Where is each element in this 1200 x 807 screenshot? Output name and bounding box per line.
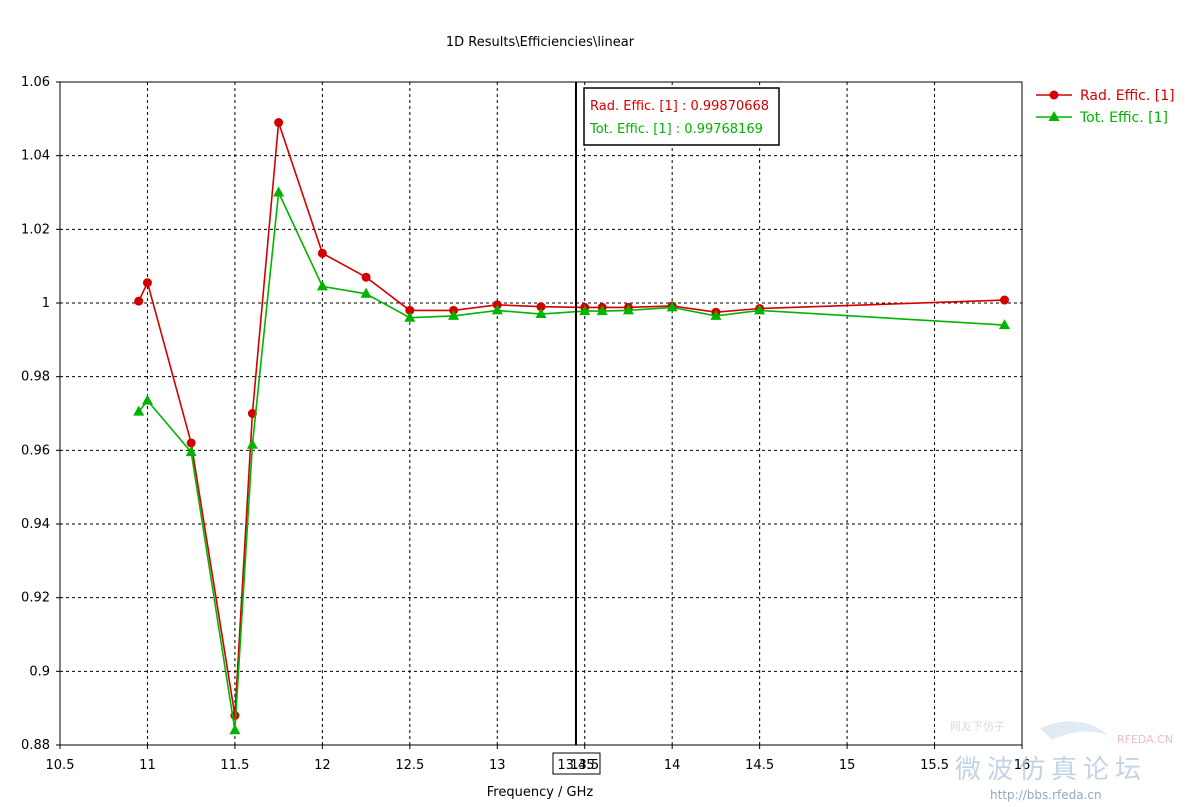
series-layer xyxy=(133,118,1011,735)
marker-readout-box xyxy=(583,87,780,146)
marker-x-label: 13.45 xyxy=(557,758,594,773)
y-tick-label: 1.06 xyxy=(21,75,50,90)
data-point xyxy=(141,394,153,405)
y-axis-ticks: 0.88 0.9 0.92 0.94 0.96 0.98 1 1.02 1.04 1.06 xyxy=(21,75,60,753)
legend: Rad. Effic. [1] Tot. Effic. [1] xyxy=(1036,88,1175,126)
legend-label-tot: Tot. Effic. [1] xyxy=(1079,110,1168,126)
series-rad-effic xyxy=(134,118,1010,721)
series-tot-effic xyxy=(133,186,1011,735)
marker-readout-tot: Tot. Effic. [1] : 0.99768169 xyxy=(589,122,763,137)
data-point xyxy=(405,305,415,315)
y-tick-label: 0.96 xyxy=(21,443,50,458)
data-point xyxy=(710,309,722,320)
data-point xyxy=(535,308,547,319)
data-point xyxy=(360,287,372,298)
y-tick-label: 0.88 xyxy=(21,738,50,753)
watermark-brand: RFEDA.CN xyxy=(1117,733,1173,746)
data-point xyxy=(536,302,546,312)
x-tick-label: 15.5 xyxy=(920,758,949,773)
watermark: 网友下仿子 RFEDA.CN 微波仿真论坛 http://bbs.rfeda.c… xyxy=(950,719,1173,802)
series-line xyxy=(138,189,1005,731)
data-point xyxy=(274,118,284,128)
data-point xyxy=(142,278,152,288)
x-tick-label: 12 xyxy=(314,758,331,773)
data-point xyxy=(134,296,144,306)
legend-item-rad: Rad. Effic. [1] xyxy=(1036,88,1175,104)
x-axis-ticks: 10.5 11 11.5 12 12.5 13 13.5 14 14.5 15 15.5 16 xyxy=(46,745,1031,773)
chart-title: 1D Results\Efficiencies\linear xyxy=(446,35,635,50)
watermark-chinese-title: 微波仿真论坛 xyxy=(955,755,1147,785)
plot-frame xyxy=(59,81,1023,746)
data-point xyxy=(596,305,608,316)
watermark-wing-graphic xyxy=(1040,721,1108,740)
data-point xyxy=(316,280,328,291)
x-tick-label: 14.5 xyxy=(745,758,774,773)
data-point xyxy=(622,304,634,315)
data-point xyxy=(999,319,1011,330)
marker-x-label-box xyxy=(552,752,601,775)
data-point xyxy=(1000,295,1010,305)
x-tick-label: 13.5 xyxy=(570,758,599,773)
x-tick-label: 13 xyxy=(489,758,506,773)
data-point xyxy=(186,438,196,448)
data-point xyxy=(754,304,766,315)
legend-item-tot: Tot. Effic. [1] xyxy=(1036,110,1168,126)
series-line xyxy=(137,122,1005,716)
x-tick-label: 11 xyxy=(139,758,156,773)
data-point xyxy=(273,186,285,197)
x-tick-label: 16 xyxy=(1014,758,1031,773)
marker-readout-rad: Rad. Effic. [1] : 0.99870668 xyxy=(590,99,769,114)
data-point xyxy=(185,446,197,457)
legend-label-rad: Rad. Effic. [1] xyxy=(1080,88,1175,104)
x-tick-label: 10.5 xyxy=(46,758,75,773)
legend-symbol-tot xyxy=(1048,111,1060,121)
data-point xyxy=(579,305,591,316)
y-tick-label: 1 xyxy=(42,296,50,311)
x-tick-label: 11.5 xyxy=(220,758,249,773)
data-point xyxy=(317,248,327,258)
watermark-url: http://bbs.rfeda.cn xyxy=(990,788,1102,802)
data-point xyxy=(133,405,145,416)
x-axis-label: Frequency / GHz xyxy=(487,785,594,800)
data-point xyxy=(448,309,460,320)
y-tick-label: 0.9 xyxy=(29,664,50,679)
x-tick-label: 15 xyxy=(839,758,856,773)
marker-layer[interactable]: 13.45 Rad. Effic. [1] : 0.99870668 Tot. Ef… xyxy=(552,82,780,775)
data-point xyxy=(361,272,371,282)
data-point xyxy=(491,304,503,315)
y-tick-label: 1.04 xyxy=(21,149,50,164)
data-point xyxy=(246,438,258,449)
watermark-slogan: 网友下仿子 xyxy=(950,719,1005,733)
data-point xyxy=(229,724,241,735)
x-tick-label: 14 xyxy=(664,758,681,773)
x-tick-label: 12.5 xyxy=(395,758,424,773)
legend-symbol-rad xyxy=(1049,90,1059,100)
y-tick-label: 1.02 xyxy=(21,222,50,237)
data-point xyxy=(404,311,416,322)
y-tick-label: 0.94 xyxy=(21,517,50,532)
y-tick-label: 0.92 xyxy=(21,591,50,606)
y-tick-label: 0.98 xyxy=(21,370,50,385)
data-point xyxy=(666,301,678,312)
grid xyxy=(60,82,1022,745)
